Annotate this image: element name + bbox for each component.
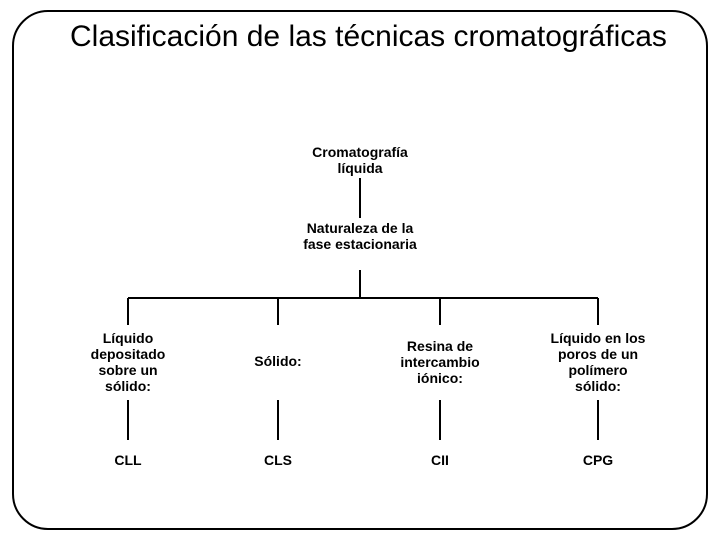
b2-l1: Sólido: xyxy=(254,353,301,369)
node-mid: Naturaleza de la fase estacionaria xyxy=(300,220,420,252)
node-l1: CLL xyxy=(98,452,158,468)
node-l2: CLS xyxy=(248,452,308,468)
b1-l3: sobre un xyxy=(78,362,178,378)
b3-l3: iónico: xyxy=(385,370,495,386)
b4-l3: polímero xyxy=(538,362,658,378)
b1-l1: Líquido xyxy=(78,330,178,346)
l1-text: CLL xyxy=(114,452,141,468)
b4-l2: poros de un xyxy=(538,346,658,362)
l2-text: CLS xyxy=(264,452,292,468)
b1-l4: sólido: xyxy=(78,378,178,394)
node-b2: Sólido: xyxy=(238,353,318,369)
node-root-l1: Cromatografía líquida xyxy=(312,144,408,176)
b3-l1: Resina de xyxy=(385,338,495,354)
l3-text: CII xyxy=(431,452,449,468)
b4-l1: Líquido en los xyxy=(538,330,658,346)
b4-l4: sólido: xyxy=(538,378,658,394)
l4-text: CPG xyxy=(583,452,613,468)
title-text: Clasificación de las técnicas cromatográ… xyxy=(70,20,667,53)
node-mid-l1: Naturaleza de la fase estacionaria xyxy=(303,220,417,252)
node-b1: Líquido depositado sobre un sólido: xyxy=(78,330,178,394)
b3-l2: intercambio xyxy=(385,354,495,370)
node-b3: Resina de intercambio iónico: xyxy=(385,338,495,386)
node-l4: CPG xyxy=(568,452,628,468)
node-b4: Líquido en los poros de un polímero sóli… xyxy=(538,330,658,394)
node-l3: CII xyxy=(410,452,470,468)
b1-l2: depositado xyxy=(78,346,178,362)
page-title: Clasificación de las técnicas cromatográ… xyxy=(70,20,667,55)
node-root: Cromatografía líquida xyxy=(300,144,420,176)
